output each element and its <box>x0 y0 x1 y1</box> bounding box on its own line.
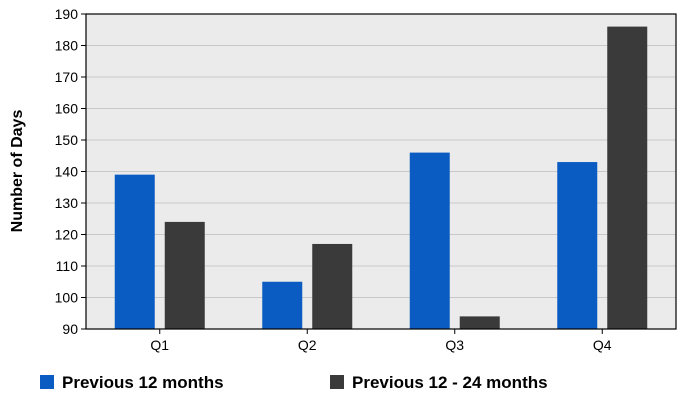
legend: Previous 12 months Previous 12 - 24 month… <box>40 373 548 392</box>
y-tick-label: 110 <box>56 258 79 274</box>
y-tick-label: 130 <box>55 195 79 211</box>
legend-swatch <box>330 375 344 389</box>
y-axis-title: Number of Days <box>9 110 26 233</box>
y-axis: 90 100 110 120 130 140 150 160 170 180 190 <box>55 6 86 337</box>
bar-previous-12-24-months-q4 <box>607 26 648 329</box>
x-tick-label: Q1 <box>150 337 169 353</box>
bar-previous-12-months-q2 <box>262 281 303 329</box>
bar-previous-12-24-months-q1 <box>164 221 205 329</box>
bar-previous-12-months-q3 <box>409 152 450 329</box>
bar-previous-12-24-months-q2 <box>312 243 353 329</box>
y-tick-label: 160 <box>55 101 79 117</box>
x-tick-label: Q3 <box>445 337 464 353</box>
y-tick-label: 120 <box>55 227 79 243</box>
x-axis: Q1 Q2 Q3 Q4 <box>150 329 612 353</box>
x-tick-label: Q4 <box>593 337 612 353</box>
legend-label: Previous 12 months <box>62 373 224 392</box>
bar-previous-12-24-months-q3 <box>459 316 500 329</box>
y-tick-label: 100 <box>55 290 79 306</box>
y-tick-label: 140 <box>55 164 79 180</box>
bar-previous-12-months-q4 <box>557 162 598 329</box>
bar-previous-12-months-q1 <box>114 174 155 329</box>
legend-swatch <box>40 375 54 389</box>
x-tick-label: Q2 <box>298 337 317 353</box>
y-tick-label: 90 <box>62 321 78 337</box>
y-tick-label: 150 <box>55 132 79 148</box>
y-tick-label: 180 <box>55 38 79 54</box>
bars <box>114 26 648 329</box>
y-tick-label: 190 <box>55 6 79 22</box>
y-tick-label: 170 <box>55 69 79 85</box>
legend-label: Previous 12 - 24 months <box>352 373 548 392</box>
